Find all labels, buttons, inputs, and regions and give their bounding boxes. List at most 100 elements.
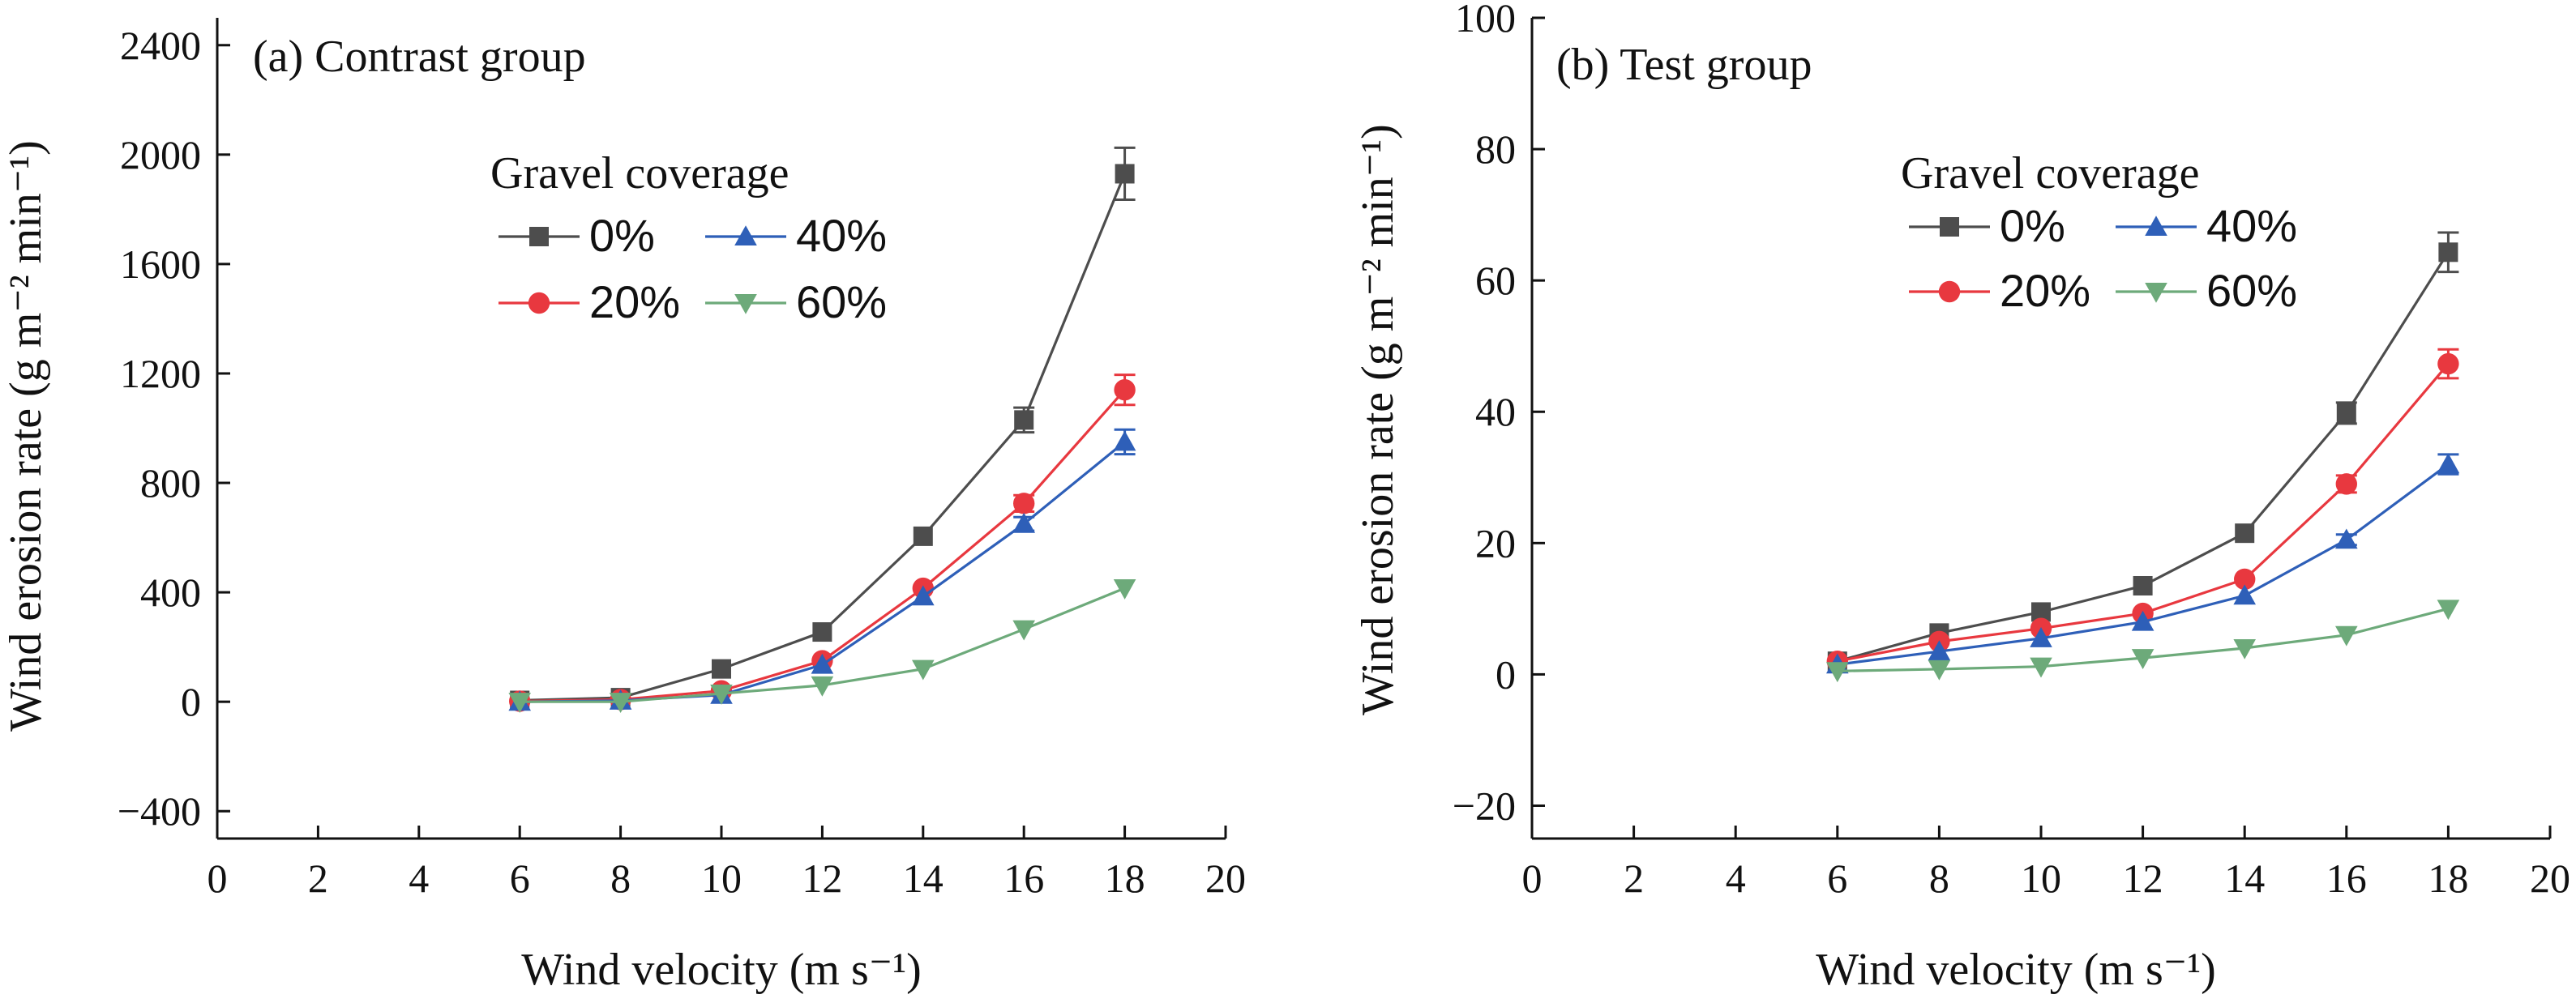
chart-b-x-tick-label: 20 (2530, 856, 2570, 901)
chart-a-series-3-point (811, 676, 834, 697)
chart-a-y-tick-label: 800 (140, 460, 201, 506)
chart-a-legend-title: Gravel coverage (490, 148, 789, 198)
chart-a-x-tick-label: 20 (1205, 856, 1246, 901)
chart-a-y-tick-label: 2000 (120, 132, 201, 177)
chart-b-legend-title: Gravel coverage (1901, 148, 2199, 198)
chart-b-legend-swatch-marker (2145, 282, 2167, 303)
chart-b-legend-swatch-marker (2145, 216, 2167, 237)
chart-b-ylabel: Wind erosion rate (g m⁻² min⁻¹) (1353, 124, 1403, 715)
chart-b-series-3-point (2131, 649, 2155, 669)
chart-b-series-0-point (2133, 575, 2153, 595)
chart-a-series-3-point (1113, 578, 1136, 600)
chart-a-x-tick-label: 2 (308, 856, 328, 901)
chart-b-series-2-point (2335, 528, 2358, 549)
chart-b-x-tick-label: 12 (2123, 856, 2163, 901)
chart-a-series-1-point (1013, 493, 1035, 514)
chart-b-series-0-point (2438, 242, 2458, 262)
chart-a-legend-item-2: 40% (705, 210, 887, 261)
chart-a-series-0-point (1014, 410, 1034, 430)
chart-a-xlabel: Wind velocity (m s⁻¹) (521, 945, 922, 995)
chart-b-y-tick-label: 60 (1475, 258, 1516, 303)
chart-b-legend-item-1: 20% (1909, 265, 2090, 316)
chart-a-series-3-point (710, 684, 733, 705)
chart-a-x-tick-label: 16 (1003, 856, 1044, 901)
chart-a-y-tick-label: 1600 (120, 241, 201, 287)
chart-a-legend-swatch-marker (734, 225, 757, 246)
chart-b-series-2-point (2233, 584, 2256, 605)
chart-b-x-tick-label: 0 (1522, 856, 1543, 901)
chart-b-legend-swatch-marker (1940, 217, 1959, 237)
chart-a-legend-label: 20% (589, 276, 680, 327)
chart-a-legend-item-0: 0% (499, 210, 655, 261)
chart-a-series-0-point (712, 659, 731, 679)
chart-b-x-tick-label: 8 (1929, 856, 1949, 901)
chart-a-series-3-point (912, 659, 935, 681)
chart-a-x-tick-label: 18 (1105, 856, 1145, 901)
chart-a-y-tick-label: 2400 (120, 23, 201, 68)
chart-b-x-tick-label: 10 (2021, 856, 2061, 901)
chart-a-legend-item-1: 20% (499, 276, 680, 327)
chart-b-series-3-point (1928, 659, 1951, 681)
chart-a-series-3-point (1012, 620, 1035, 641)
chart-a-y-tick-label: −400 (118, 788, 201, 834)
chart-b-y-tick-label: −20 (1453, 783, 1516, 828)
chart-b-series-3-point (2335, 625, 2358, 647)
chart-b-series-3-point (2030, 657, 2052, 678)
chart-b-series-0-point (2336, 403, 2356, 423)
panel-contrast-group: 0 2 4 6 8 10 12 14 16 18 20−4000400800120016002000… (1, 18, 1246, 995)
chart-a-series-0-point (913, 526, 933, 546)
chart-a-series-1-point (1114, 379, 1136, 401)
chart-a-series-3-point (609, 693, 632, 713)
chart-a-legend-swatch-marker (528, 292, 550, 314)
chart-b-series-0-line (1837, 251, 2450, 663)
chart-a-series-2-point (1012, 512, 1035, 533)
chart-b-x-tick-label: 2 (1624, 856, 1644, 901)
chart-a-ylabel: Wind erosion rate (g m⁻² min⁻¹) (1, 140, 51, 732)
chart-b-series-2-line (1837, 463, 2450, 666)
chart-b-y-tick-label: 0 (1496, 651, 1516, 697)
chart-b-x-tick-label: 4 (1726, 856, 1746, 901)
chart-b-legend-label: 20% (2000, 265, 2090, 316)
chart-b-series-3-point (2233, 638, 2256, 659)
chart-b-legend-swatch-marker (1938, 280, 1961, 303)
chart-b-series-1-point (2234, 568, 2256, 591)
chart-a-legend-swatch-marker (529, 227, 549, 246)
chart-b-series-2-point (1928, 640, 1951, 661)
chart-a-x-tick-label: 8 (610, 856, 631, 901)
chart-b-series-2-point (2030, 627, 2052, 647)
chart-a-x-tick-label: 10 (701, 856, 742, 901)
chart-b-legend-label: 0% (2000, 200, 2065, 251)
chart-a-x-tick-label: 6 (510, 856, 530, 901)
chart-a-x-tick-label: 0 (208, 856, 228, 901)
chart-a-y-tick-label: 0 (181, 679, 201, 724)
chart-a-legend-item-3: 60% (705, 276, 887, 327)
chart-b-x-tick-label: 6 (1827, 856, 1847, 901)
chart-a-y-tick-label: 400 (140, 570, 201, 615)
chart-b-y-tick-label: 80 (1475, 126, 1516, 172)
chart-b-x-tick-label: 14 (2224, 856, 2265, 901)
chart-b-legend-item-2: 40% (2116, 200, 2297, 251)
chart-b-legend-label: 60% (2206, 265, 2297, 316)
chart-a-legend-label: 0% (589, 210, 655, 261)
chart-b-x-tick-label: 18 (2428, 856, 2468, 901)
chart-a-title: (a) Contrast group (253, 32, 586, 82)
chart-a-x-tick-label: 4 (409, 856, 429, 901)
chart-a-series-0-point (812, 622, 832, 642)
chart-a-series-2-point (912, 585, 935, 606)
chart-b-series-0-point (2235, 523, 2255, 544)
chart-b-legend-label: 40% (2206, 200, 2297, 251)
chart-a-series-2-point (811, 653, 834, 674)
chart-b-series-3-point (2437, 600, 2460, 621)
chart-b-series-1-point (2335, 473, 2357, 495)
chart-b-series-2-point (2437, 453, 2460, 474)
chart-a-x-tick-label: 14 (903, 856, 944, 901)
chart-a-series-3-point (508, 693, 531, 713)
chart-b-y-tick-label: 100 (1455, 0, 1516, 41)
chart-b-series-2-point (2131, 610, 2155, 631)
chart-b-series-1-point (2437, 352, 2459, 375)
chart-a-legend-swatch-marker (734, 293, 757, 314)
chart-a-y-tick-label: 1200 (120, 351, 201, 396)
chart-b-legend-item-3: 60% (2116, 265, 2297, 316)
chart-a-series-0-point (1115, 164, 1135, 184)
